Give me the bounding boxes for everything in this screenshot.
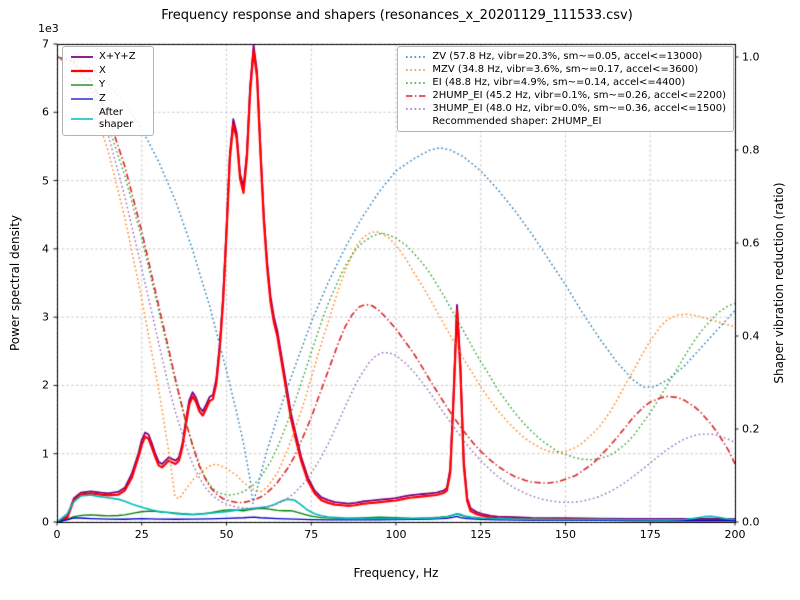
legend-label: X+Y+Z bbox=[99, 51, 136, 62]
legend-entry: After shaper bbox=[70, 107, 146, 131]
y-left-tick-label: 1 bbox=[42, 447, 49, 461]
y-right-tick-label: 0.4 bbox=[742, 329, 760, 343]
x-tick-label: 50 bbox=[219, 528, 234, 541]
legend-label: X bbox=[99, 65, 106, 76]
legend-line-sample bbox=[71, 84, 93, 86]
legend-line-sample bbox=[406, 68, 427, 71]
legend-line-sample bbox=[406, 81, 427, 84]
recommended-shaper-note: Recommended shaper: 2HUMP_EI bbox=[432, 116, 602, 127]
x-tick-label: 25 bbox=[134, 528, 149, 541]
y-right-tick-label: 0.6 bbox=[742, 236, 760, 250]
x-tick-label: 100 bbox=[385, 528, 407, 541]
legend-label: EI (48.8 Hz, vibr=4.9%, sm~=0.14, accel<… bbox=[432, 77, 686, 88]
legend-line-sample bbox=[406, 107, 427, 110]
x-tick-label: 150 bbox=[555, 528, 576, 541]
y-axis-label-left: Power spectral density bbox=[8, 214, 22, 352]
y-right-tick-label: 0.8 bbox=[742, 143, 760, 157]
y-left-tick-label: 2 bbox=[42, 378, 49, 392]
legend-entry: ZV (57.8 Hz, vibr=20.3%, sm~=0.05, accel… bbox=[405, 51, 726, 62]
legend-line-sample bbox=[406, 55, 427, 58]
x-tick-label: 125 bbox=[470, 528, 492, 541]
legend-shapers: ZV (57.8 Hz, vibr=20.3%, sm~=0.05, accel… bbox=[397, 46, 734, 132]
legend-line-sample bbox=[71, 98, 93, 100]
y-right-tick-label: 0.2 bbox=[742, 422, 760, 436]
legend-line-sample bbox=[71, 56, 93, 58]
legend-psd: X+Y+Z X Y Z After shaper bbox=[62, 46, 154, 136]
legend-entry: X bbox=[70, 65, 146, 77]
x-tick-label: 200 bbox=[724, 528, 746, 541]
legend-line-sample bbox=[406, 94, 427, 97]
legend-label: MZV (34.8 Hz, vibr=3.6%, sm~=0.17, accel… bbox=[432, 64, 699, 75]
y-left-tick-label: 7 bbox=[42, 37, 49, 51]
legend-entry: 2HUMP_EI (45.2 Hz, vibr=0.1%, sm~=0.26, … bbox=[405, 90, 726, 101]
legend-line-sample bbox=[71, 69, 93, 73]
legend-entry: MZV (34.8 Hz, vibr=3.6%, sm~=0.17, accel… bbox=[405, 64, 726, 75]
x-tick-label: 0 bbox=[53, 528, 61, 541]
y-axis-offset-text: 1e3 bbox=[38, 22, 59, 35]
y-axis-label-right: Shaper vibration reduction (ratio) bbox=[772, 182, 786, 384]
x-tick-label: 175 bbox=[639, 528, 661, 541]
legend-label: Y bbox=[99, 79, 106, 90]
legend-label: 3HUMP_EI (48.0 Hz, vibr=0.0%, sm~=0.36, … bbox=[432, 103, 726, 114]
y-left-tick-label: 0 bbox=[42, 515, 49, 529]
y-right-tick-label: 0.0 bbox=[742, 515, 760, 529]
legend-label: Z bbox=[99, 93, 106, 104]
y-right-tick-label: 1.0 bbox=[742, 50, 760, 64]
y-left-tick-label: 4 bbox=[42, 242, 49, 256]
y-left-tick-label: 5 bbox=[42, 174, 49, 188]
x-axis-label: Frequency, Hz bbox=[353, 566, 439, 580]
legend-entry: Z bbox=[70, 93, 146, 105]
x-tick-label: 75 bbox=[304, 528, 319, 541]
chart-title: Frequency response and shapers (resonanc… bbox=[161, 8, 633, 23]
legend-label: 2HUMP_EI (45.2 Hz, vibr=0.1%, sm~=0.26, … bbox=[432, 90, 726, 101]
y-left-tick-label: 6 bbox=[42, 105, 49, 119]
legend-line-sample bbox=[71, 118, 93, 120]
y-left-tick-label: 3 bbox=[42, 310, 49, 324]
legend-entry: Y bbox=[70, 79, 146, 91]
legend-entry: X+Y+Z bbox=[70, 51, 146, 63]
legend-label: ZV (57.8 Hz, vibr=20.3%, sm~=0.05, accel… bbox=[432, 51, 703, 62]
legend-label: After shaper bbox=[99, 107, 134, 130]
legend-entry: 3HUMP_EI (48.0 Hz, vibr=0.0%, sm~=0.36, … bbox=[405, 103, 726, 114]
legend-entry: EI (48.8 Hz, vibr=4.9%, sm~=0.14, accel<… bbox=[405, 77, 726, 88]
